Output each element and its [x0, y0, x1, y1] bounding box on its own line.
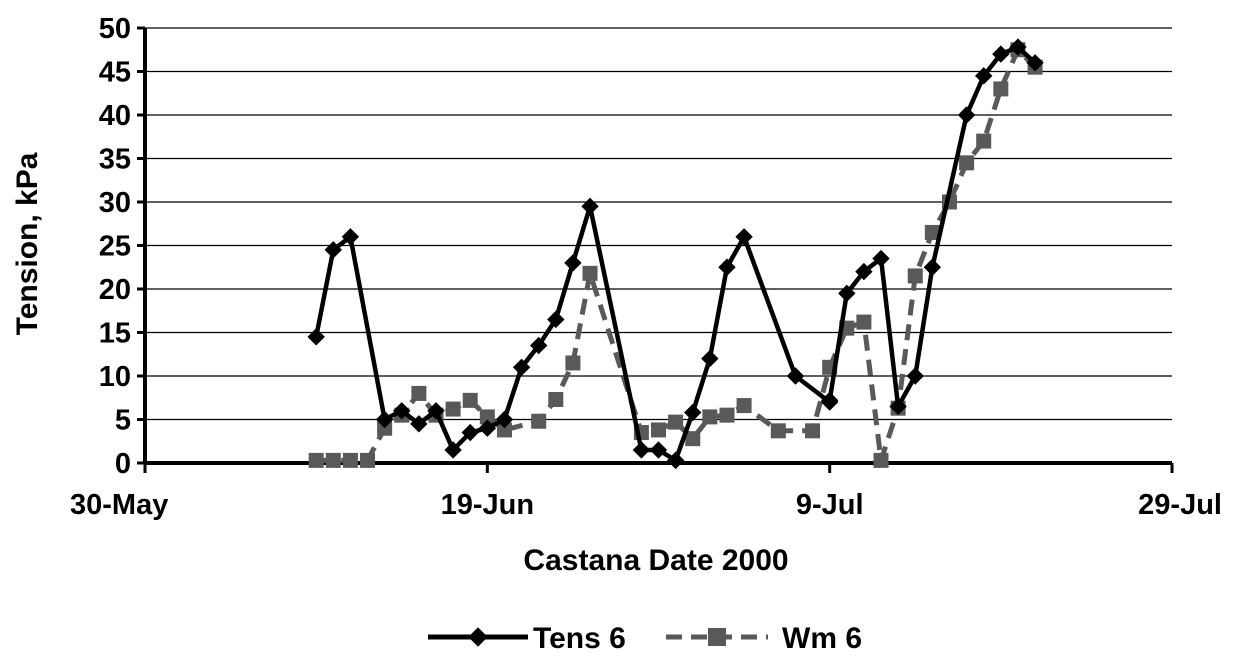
legend-item-tens-6: Tens 6 — [428, 622, 626, 655]
data-point — [805, 423, 821, 439]
data-point — [548, 391, 564, 407]
data-point — [872, 249, 890, 268]
data-point — [735, 228, 753, 246]
data-point — [581, 197, 599, 216]
data-point — [959, 155, 975, 171]
data-point — [685, 431, 701, 447]
x-axis-title: Castana Date 2000 — [523, 544, 788, 577]
data-point — [411, 385, 427, 401]
series-layer — [307, 38, 1044, 470]
data-point — [325, 452, 341, 468]
data-point — [427, 402, 445, 420]
y-tick-label: 45 — [99, 57, 131, 89]
data-point — [582, 265, 598, 281]
data-point — [976, 133, 992, 149]
data-point — [702, 409, 718, 425]
series-tens-6 — [307, 38, 1044, 470]
y-tick-label: 25 — [99, 231, 131, 263]
data-point — [718, 258, 736, 276]
x-tick-label: 19-Jun — [441, 489, 534, 521]
data-point — [461, 423, 479, 442]
data-point — [308, 452, 324, 468]
data-point — [907, 268, 923, 284]
y-axis-title: Tension, kPa — [11, 152, 44, 335]
data-point — [975, 67, 993, 85]
data-point — [529, 336, 548, 355]
y-tick-label: 5 — [115, 405, 131, 437]
data-point — [957, 106, 976, 124]
data-point — [992, 45, 1010, 63]
data-point — [444, 441, 462, 459]
data-point — [632, 441, 651, 459]
data-point — [855, 262, 873, 281]
data-point — [666, 451, 685, 470]
y-tick-label: 15 — [99, 318, 131, 350]
data-point — [701, 349, 719, 368]
data-point — [393, 402, 411, 420]
axes — [137, 26, 1174, 473]
data-point — [445, 401, 461, 417]
data-point — [786, 367, 805, 385]
data-point — [736, 398, 752, 414]
data-point — [820, 391, 839, 410]
legend-swatch-marker — [468, 627, 488, 647]
data-point — [547, 310, 565, 329]
data-point — [496, 422, 512, 438]
y-tick-label: 30 — [99, 187, 131, 219]
tick-labels: 0 5 10 15 20 25 30 35 40 45 50 30-May 19-Jun 9-Jul 29-… — [70, 13, 1222, 521]
x-tick-label: 9-Jul — [796, 489, 864, 521]
data-point — [495, 410, 514, 429]
y-tick-label: 20 — [99, 274, 131, 306]
data-point — [462, 392, 478, 408]
data-point — [1009, 38, 1027, 56]
x-tick-label: 30-May — [70, 489, 168, 521]
gridlines — [145, 27, 1172, 421]
legend-swatch-marker — [708, 628, 726, 646]
data-point — [684, 403, 702, 422]
data-point — [856, 314, 872, 330]
data-point — [512, 358, 531, 377]
data-point — [375, 410, 394, 429]
data-point — [923, 258, 942, 276]
x-tick-label: 29-Jul — [1138, 489, 1222, 521]
y-tick-label: 50 — [99, 13, 131, 45]
data-point — [1026, 54, 1044, 72]
data-point — [906, 367, 924, 385]
legend-label: Tens 6 — [533, 622, 626, 655]
data-point — [924, 224, 940, 240]
data-point — [342, 452, 358, 468]
data-point — [341, 228, 360, 246]
legend-label: Wm 6 — [782, 622, 862, 655]
legend-item-wm-6: Wm 6 — [666, 622, 862, 655]
y-tick-label: 0 — [115, 448, 131, 480]
data-point — [479, 409, 495, 425]
legend: Tens 6 Wm 6 — [428, 622, 862, 655]
data-point — [478, 419, 497, 437]
series-wm-6 — [308, 42, 1043, 468]
data-point — [838, 284, 856, 303]
data-point — [719, 407, 735, 423]
y-tick-label: 40 — [99, 100, 131, 132]
data-point — [307, 328, 325, 346]
data-point — [360, 452, 376, 468]
data-point — [889, 397, 907, 416]
data-point — [410, 415, 428, 433]
data-point — [770, 423, 786, 439]
y-tick-label: 10 — [99, 361, 131, 393]
data-point — [651, 422, 666, 438]
data-point — [564, 254, 582, 272]
data-point — [649, 441, 668, 459]
data-point — [531, 413, 547, 429]
data-point — [324, 241, 342, 259]
data-point — [668, 414, 684, 430]
data-point — [873, 452, 889, 468]
data-point — [993, 81, 1009, 97]
data-point — [565, 355, 581, 371]
y-tick-label: 35 — [99, 144, 131, 176]
